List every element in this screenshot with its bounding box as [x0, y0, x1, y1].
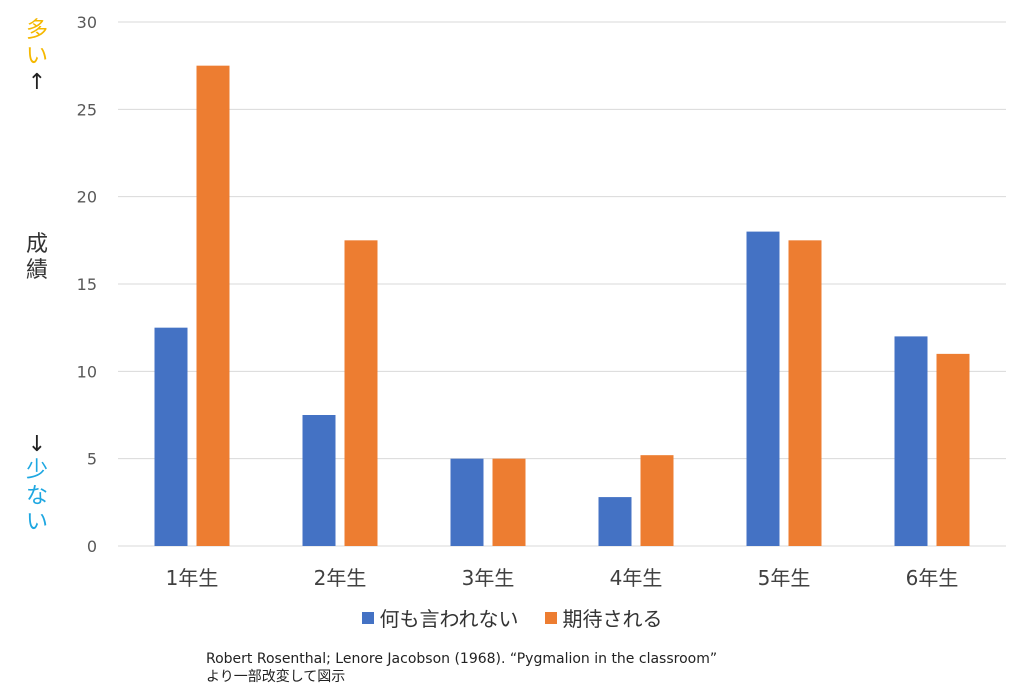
- bar-not-told-6: [894, 336, 928, 546]
- score-label-char-2: 績: [25, 258, 48, 283]
- legend-label-not-told: 何も言われない: [379, 607, 519, 631]
- legend-item-not-told: 何も言われない: [361, 603, 519, 632]
- legend-swatch-orange: [544, 611, 557, 624]
- up-arrow-icon: ↑: [27, 70, 47, 95]
- x-tick-label-6: 6年生: [906, 566, 959, 590]
- bar-expected-2: [344, 240, 378, 547]
- bar-not-told-4: [598, 497, 632, 546]
- score-axis-label: 成 績: [22, 232, 52, 284]
- bar-not-told-5: [746, 231, 780, 546]
- y-tick-label-10: 10: [77, 362, 97, 381]
- caption-citation: Robert Rosenthal; Lenore Jacobson (1968)…: [206, 651, 718, 667]
- low-label-char-1: 少: [25, 458, 48, 483]
- y-tick-label-25: 25: [77, 100, 97, 119]
- legend-label-expected: 期待される: [562, 607, 663, 631]
- bar-expected-3: [492, 458, 526, 546]
- caption-note: より一部改変して図示: [206, 669, 346, 685]
- low-score-label: ↓ 少 な い: [22, 432, 52, 536]
- low-label-char-3: い: [25, 510, 48, 535]
- bar-expected-6: [936, 353, 970, 546]
- x-tick-label-4: 4年生: [610, 566, 663, 590]
- score-label-char-1: 成: [25, 232, 48, 257]
- bar-expected-1: [196, 65, 230, 547]
- low-label-char-2: な: [25, 484, 48, 509]
- legend-swatch-blue: [361, 611, 374, 624]
- x-tick-label-5: 5年生: [758, 566, 811, 590]
- high-label-char-1: 多: [25, 18, 48, 43]
- x-tick-label-1: 1年生: [166, 566, 219, 590]
- y-tick-label-0: 0: [87, 537, 97, 556]
- y-tick-label-20: 20: [77, 188, 97, 207]
- chart-legend: 何も言われない 期待される: [0, 603, 1024, 632]
- y-tick-label-5: 5: [87, 450, 97, 469]
- down-arrow-icon: ↓: [27, 432, 47, 457]
- source-caption: Robert Rosenthal; Lenore Jacobson (1968)…: [206, 650, 717, 686]
- y-tick-label-15: 15: [77, 275, 97, 294]
- bar-expected-4: [640, 455, 674, 546]
- x-tick-label-2: 2年生: [314, 566, 367, 590]
- bar-not-told-3: [450, 458, 484, 546]
- y-tick-label-30: 30: [77, 13, 97, 32]
- high-label-char-2: い: [25, 44, 48, 69]
- legend-item-expected: 期待される: [544, 603, 663, 632]
- bar-expected-5: [788, 240, 822, 547]
- bar-not-told-2: [302, 415, 336, 546]
- high-score-label: 多 い ↑: [22, 18, 52, 96]
- x-tick-label-3: 3年生: [462, 566, 515, 590]
- bar-not-told-1: [154, 327, 188, 546]
